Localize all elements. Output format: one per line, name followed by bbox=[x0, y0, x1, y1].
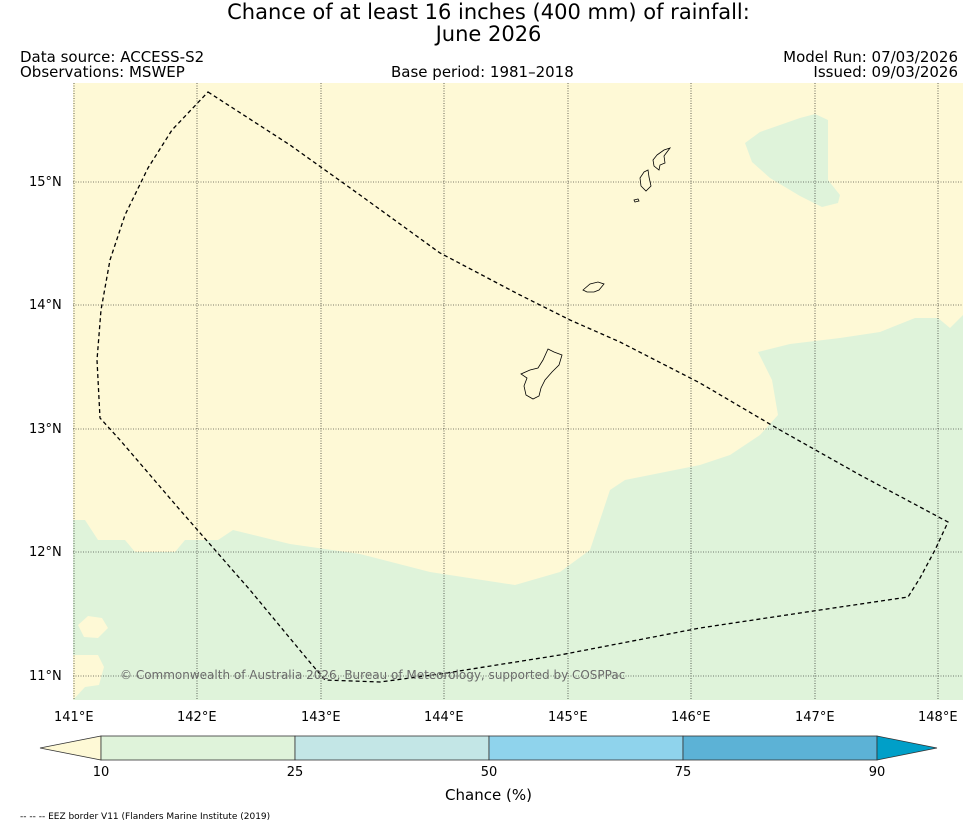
observations-label: Observations: MSWEP bbox=[20, 63, 185, 81]
map-title-line1: Chance of at least 16 inches (400 mm) of… bbox=[227, 0, 750, 24]
map-title-line2: June 2026 bbox=[435, 22, 542, 46]
colorbar-segment-below-10 bbox=[39, 735, 102, 761]
range-10-25-region-northeast bbox=[745, 114, 840, 207]
eez-border bbox=[96, 91, 949, 683]
model-run-label: Model Run: 07/03/2026 bbox=[783, 48, 958, 66]
lon-label-145e: 145°E bbox=[548, 710, 588, 725]
copyright-notice: © Commonwealth of Australia 2026, Bureau… bbox=[120, 668, 626, 682]
rota-island bbox=[582, 281, 605, 293]
colorbar-tick-10: 10 bbox=[92, 765, 110, 780]
tinian-island bbox=[639, 169, 652, 192]
below-10-pocket-1 bbox=[78, 616, 108, 638]
lat-label-14n: 14°N bbox=[29, 298, 62, 313]
below-10-pocket-2 bbox=[73, 655, 104, 700]
saipan-island bbox=[652, 147, 672, 171]
lat-label-13n: 13°N bbox=[29, 422, 62, 437]
issued-label: Issued: 09/03/2026 bbox=[813, 63, 958, 81]
colorbar-segment-above-90 bbox=[876, 735, 938, 761]
colorbar-tick-25: 25 bbox=[286, 765, 304, 780]
lon-label-143e: 143°E bbox=[301, 710, 341, 725]
colorbar-tick-75: 75 bbox=[674, 765, 692, 780]
lat-label-11n: 11°N bbox=[29, 669, 62, 684]
aguijan-islet bbox=[633, 198, 640, 203]
colorbar-segment-75-90 bbox=[682, 735, 878, 761]
lat-label-12n: 12°N bbox=[29, 545, 62, 560]
colorbar-segment-10-25 bbox=[100, 735, 296, 761]
lon-label-144e: 144°E bbox=[424, 710, 464, 725]
colorbar-label: Chance (%) bbox=[445, 786, 532, 804]
range-10-25-region-south bbox=[73, 315, 963, 700]
lon-label-147e: 147°E bbox=[795, 710, 835, 725]
colorbar-tick-50: 50 bbox=[480, 765, 498, 780]
lat-label-15n: 15°N bbox=[29, 175, 62, 190]
guam-island bbox=[520, 348, 563, 400]
colorbar-segment-25-50 bbox=[294, 735, 490, 761]
data-source-label: Data source: ACCESS-S2 bbox=[20, 48, 205, 66]
lon-label-142e: 142°E bbox=[177, 710, 217, 725]
eez-legend: -- -- -- EEZ border V11 (Flanders Marine… bbox=[20, 812, 271, 822]
colorbar-tick-90: 90 bbox=[868, 765, 886, 780]
lon-label-141e: 141°E bbox=[54, 710, 94, 725]
lon-label-146e: 146°E bbox=[671, 710, 711, 725]
map-gridlines bbox=[73, 83, 963, 700]
lon-label-148e: 148°E bbox=[918, 710, 958, 725]
colorbar-segment-50-75 bbox=[488, 735, 684, 761]
colorbar bbox=[39, 735, 938, 761]
base-period-label: Base period: 1981–2018 bbox=[391, 63, 574, 81]
